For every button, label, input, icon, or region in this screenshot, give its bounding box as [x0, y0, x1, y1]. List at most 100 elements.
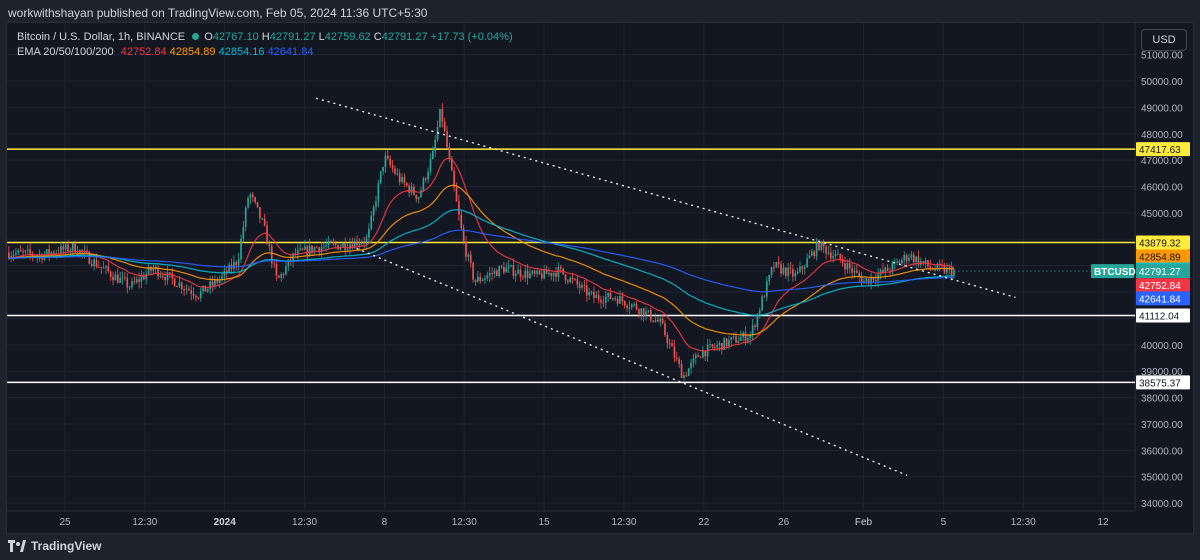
candle-body [898, 261, 901, 264]
candle-body [287, 259, 290, 267]
candle-body [50, 252, 53, 255]
y-tick-label: 48000.00 [1141, 130, 1183, 141]
candle-body [552, 272, 555, 276]
candle-body [946, 267, 948, 273]
x-tick-label: 8 [382, 517, 388, 528]
candle-body [157, 266, 159, 277]
x-tick-label: 12:30 [292, 517, 317, 528]
candle-body [166, 272, 169, 281]
candle-body [585, 285, 588, 296]
candle-body [498, 266, 500, 277]
candle-body [576, 279, 579, 285]
candle-body [100, 267, 103, 269]
level-price-tag-bg [1136, 235, 1190, 250]
candle-body [853, 270, 856, 273]
candle-body [581, 284, 583, 288]
legend-l-label: L [318, 31, 325, 43]
candle-body [320, 247, 323, 253]
candle-body [474, 279, 477, 282]
candle-body [777, 261, 780, 265]
candle-body [536, 270, 538, 274]
candle-body [851, 268, 853, 273]
candle-body [304, 246, 306, 250]
ema100-value: 42854.16 [218, 46, 265, 58]
candle-body [178, 282, 181, 287]
candle-body [811, 251, 813, 256]
candle-body [645, 311, 647, 317]
x-tick-label: 12:30 [1011, 517, 1036, 528]
candle-body [415, 194, 418, 200]
candle-body [832, 256, 835, 259]
candle-body [116, 274, 119, 283]
candle-body [195, 295, 197, 298]
legend-close: 42791.27 [381, 31, 428, 43]
candle-body [12, 254, 15, 257]
candle-body [569, 277, 572, 282]
candle-body [379, 171, 382, 183]
candle-body [827, 252, 830, 254]
tradingview-brand[interactable]: TradingView [8, 539, 101, 553]
candle-body [325, 245, 328, 247]
candle-body [67, 244, 69, 252]
legend-symbol[interactable]: Bitcoin / U.S. Dollar, 1h, BINANCE [17, 31, 186, 43]
candle-body [837, 253, 839, 255]
candle-body [327, 240, 330, 246]
currency-button[interactable]: USD [1141, 29, 1187, 51]
candle-body [159, 275, 162, 277]
y-tick-label: 45000.00 [1141, 209, 1183, 220]
candle-body [315, 247, 318, 249]
candle-body [26, 249, 29, 251]
y-tick-label: 49000.00 [1141, 103, 1183, 114]
candle-body [901, 260, 903, 264]
candle-body [886, 267, 889, 271]
candle-body [8, 252, 10, 259]
candle-body [74, 243, 76, 253]
candle-body [922, 261, 925, 263]
candle-body [285, 266, 287, 275]
candle-body [112, 276, 114, 281]
candle-body [69, 249, 72, 252]
price-chart[interactable]: 34000.00 35000.00 36000.00 37000.00 38000.00… [7, 23, 1193, 533]
ema-label[interactable]: EMA 20/50/100/200 [17, 46, 114, 58]
candle-body [206, 288, 209, 292]
candle-body [716, 345, 718, 348]
candle-body [905, 255, 908, 261]
y-tick-label: 47000.00 [1141, 156, 1183, 167]
indicator-price-tag-bg [1136, 291, 1190, 306]
candle-body [363, 242, 365, 244]
candle-body [436, 127, 439, 141]
candle-body [391, 165, 394, 169]
candle-body [275, 264, 278, 276]
candle-body [458, 201, 460, 215]
indicator-price-tag: 42641.84 [1139, 294, 1181, 305]
candle-body [356, 240, 358, 246]
legend-row-ema: EMA 20/50/100/200 42752.84 42854.89 4285… [17, 46, 313, 58]
candle-body [893, 261, 896, 263]
candle-body [64, 244, 67, 250]
level-price-tag: 47417.63 [1139, 145, 1181, 156]
candle-body [555, 272, 557, 278]
candle-body [432, 150, 434, 159]
chart-panel[interactable]: 34000.00 35000.00 36000.00 37000.00 38000.00… [6, 22, 1194, 534]
candle-body [529, 273, 531, 278]
candle-body [370, 215, 373, 229]
candle-body [119, 277, 121, 283]
candle-body [540, 273, 543, 279]
candle-body [495, 270, 498, 277]
y-tick-label: 35000.00 [1141, 473, 1183, 484]
candle-body [486, 275, 489, 279]
candle-body [583, 284, 586, 286]
candle-body [744, 332, 747, 342]
legend-c-label: C [373, 31, 382, 43]
candle-body [751, 325, 754, 335]
candle-body [53, 252, 55, 255]
candle-body [280, 273, 283, 278]
candle-body [467, 254, 470, 257]
candle-body [739, 337, 742, 341]
candle-body [505, 267, 508, 273]
candle-body [93, 259, 95, 266]
candle-body [685, 375, 688, 377]
candle-body [633, 303, 636, 305]
candle-body [398, 173, 401, 182]
candle-body [95, 259, 98, 267]
